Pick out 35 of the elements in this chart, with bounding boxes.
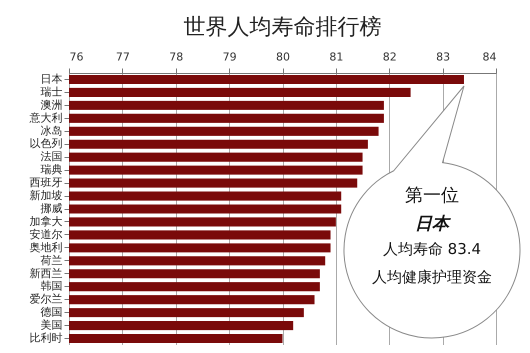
x-tick-label: 82	[382, 50, 397, 64]
y-tick-label: 爱尔兰	[30, 292, 62, 306]
y-tick-label: 瑞士	[40, 85, 62, 98]
x-tick-label: 81	[329, 50, 344, 64]
x-tick-label: 77	[116, 50, 130, 64]
y-tick-label: 日本	[40, 72, 62, 86]
y-tick-label: 法国	[40, 150, 62, 164]
annotation: 人均寿命 83.4	[382, 240, 482, 259]
y-tick-label: 奥地利	[30, 240, 62, 254]
y-tick-label: 韩国	[40, 280, 62, 293]
y-tick-label: 加拿大	[30, 214, 62, 228]
x-tick-label: 80	[276, 50, 290, 64]
annotation: 日本	[414, 213, 452, 235]
y-tick-label: 荷兰	[40, 254, 62, 267]
y-tick-label: 安道尔	[30, 228, 62, 241]
y-tick-label: 德国	[40, 306, 62, 319]
x-tick-label: 78	[169, 50, 184, 64]
y-tick-label: 西班牙	[30, 176, 62, 190]
x-tick-label: 76	[70, 50, 84, 64]
x-tick-label: 79	[222, 50, 237, 64]
y-tick-label: 挪威	[40, 202, 62, 215]
annotation: 第一位	[404, 184, 460, 207]
y-tick-label: 意大利	[28, 111, 62, 124]
y-tick-label: 瑞典	[40, 163, 62, 176]
y-tick-label: 以色列	[30, 137, 62, 150]
y-tick-label: 新加坡	[30, 189, 62, 202]
x-tick-label: 83	[436, 50, 450, 64]
x-tick-label: 84	[482, 50, 496, 64]
y-tick-label: 新西兰	[30, 266, 62, 280]
y-tick-label: 冰岛	[40, 124, 62, 138]
y-tick-label: 澳洲	[40, 98, 62, 112]
y-tick-label: 美国	[40, 318, 62, 332]
annotation: 人均健康护理资金	[371, 268, 493, 287]
y-tick-label: 比利时	[30, 332, 62, 345]
chart-title: 世界人均寿命排行榜	[184, 15, 382, 40]
